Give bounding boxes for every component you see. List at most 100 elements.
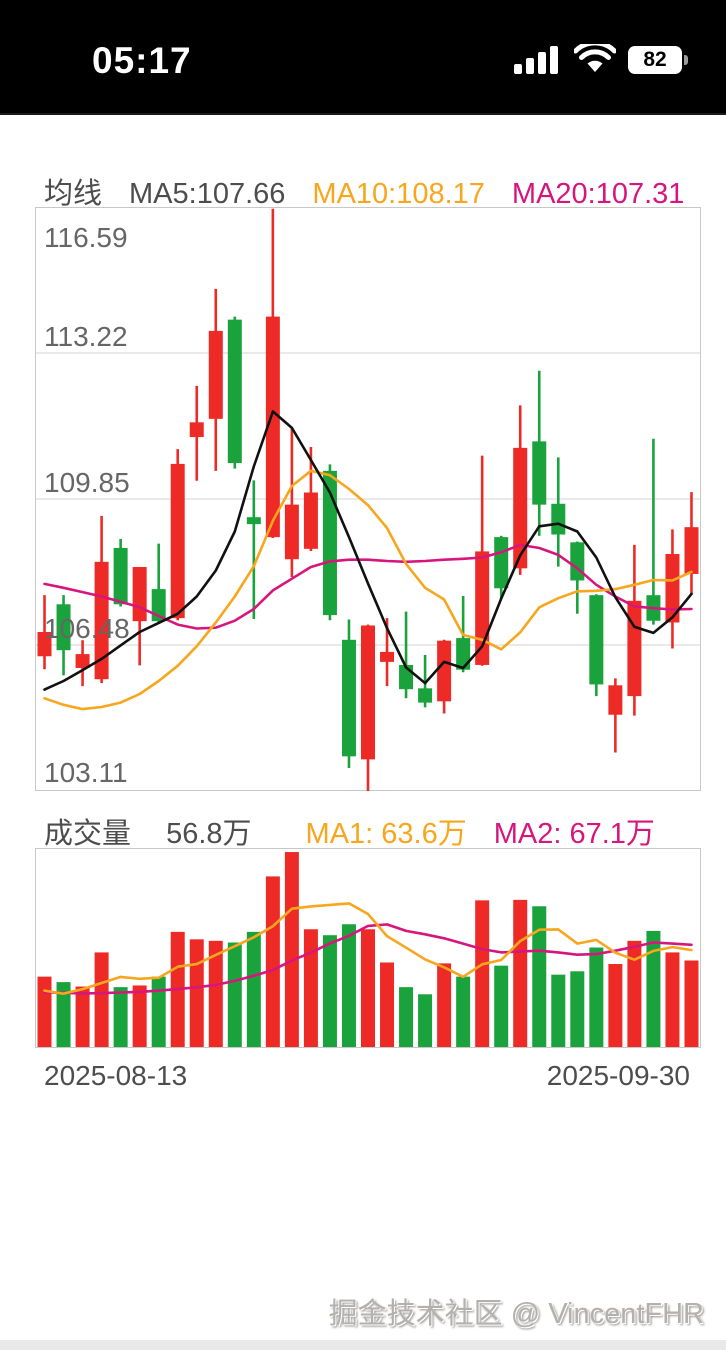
volume-bar — [303, 929, 318, 1047]
ma-legend-title: 均线 — [44, 178, 103, 210]
candlestick-chart[interactable]: 116.59 113.22 109.85 106.48 103.11 — [35, 207, 701, 792]
volume-ma2-line — [43, 923, 693, 995]
candle-body — [341, 639, 356, 757]
candle-body — [132, 567, 147, 622]
volume-bar — [151, 976, 166, 1047]
candle-body — [532, 441, 547, 505]
volume-bar — [265, 876, 280, 1047]
volume-bar — [646, 930, 661, 1047]
candle-body — [418, 688, 433, 703]
candlestick-svg: 116.59 113.22 109.85 106.48 103.11 — [35, 207, 701, 792]
candle-body — [665, 554, 680, 623]
volume-bar — [513, 899, 528, 1047]
candle-body — [208, 330, 223, 419]
volume-bar — [361, 929, 375, 1047]
volume-bar — [227, 942, 242, 1047]
volume-bar — [551, 974, 566, 1047]
volume-bar — [437, 963, 452, 1047]
candle-body — [75, 654, 90, 668]
ma10-value: MA10:108.17 — [312, 178, 485, 210]
volume-bar — [608, 963, 623, 1047]
volume-legend: 成交量 56.8万 MA1: 63.6万 MA2: 67.1万 — [44, 810, 682, 852]
volume-bar — [589, 947, 604, 1047]
volume-bar — [341, 924, 356, 1047]
candle-body — [170, 463, 185, 619]
volume-bar — [322, 935, 337, 1047]
candle-body — [113, 547, 128, 605]
volume-bar — [399, 987, 414, 1047]
volume-chart[interactable] — [35, 848, 701, 1048]
volume-bar — [113, 987, 128, 1047]
volume-bar — [532, 906, 547, 1047]
candle-body — [608, 685, 623, 715]
candle-body — [380, 651, 395, 662]
candle-body — [570, 542, 585, 581]
volume-bar — [684, 960, 699, 1047]
bottom-strip — [0, 1340, 726, 1350]
start-date-label: 2025-08-13 — [44, 1060, 188, 1091]
candle-body — [303, 492, 318, 549]
volume-bar — [627, 940, 642, 1047]
battery-icon: 82 — [628, 46, 688, 74]
wifi-icon — [574, 44, 616, 72]
volume-bar — [284, 852, 299, 1047]
volume-pane-border — [35, 848, 701, 1048]
status-clock: 05:17 — [92, 40, 192, 81]
volume-bar — [456, 976, 471, 1047]
ma-legend: 均线 MA5:107.66 MA10:108.17 MA20:107.31 — [44, 170, 711, 212]
candle-body — [361, 625, 375, 760]
volume-bar — [132, 985, 147, 1047]
candle-body — [246, 517, 261, 525]
candle-body — [627, 600, 642, 697]
volume-bar — [37, 976, 52, 1047]
candle-body — [494, 537, 509, 589]
candle-body — [227, 319, 242, 464]
volume-bar — [56, 982, 71, 1047]
volume-bar — [208, 940, 223, 1047]
volume-bar — [94, 952, 109, 1047]
volume-bar — [189, 939, 204, 1047]
battery-level: 82 — [643, 48, 667, 71]
candle-body — [189, 422, 204, 438]
volume-bar — [75, 986, 90, 1047]
candle-body — [513, 447, 528, 569]
candle-body — [322, 470, 337, 616]
candle-body — [284, 504, 299, 560]
candle-body — [437, 640, 452, 702]
ma20-value: MA20:107.31 — [511, 178, 685, 210]
watermark-text: 掘金技术社区 @ VincentFHR — [328, 1298, 704, 1330]
status-bar: 05:17 82 — [0, 0, 726, 115]
candle-body — [265, 316, 280, 538]
volume-legend-title: 成交量 56.8万 — [44, 818, 252, 850]
y-axis-label: 103.11 — [44, 757, 128, 788]
volume-bar — [246, 931, 261, 1047]
volume-bar — [418, 994, 433, 1047]
battery-nub — [684, 55, 688, 65]
volume-bar — [570, 971, 585, 1047]
vol-ma1-value: MA1: 63.6万 — [305, 818, 467, 850]
y-axis-label: 106.48 — [44, 613, 130, 644]
ma10-line — [43, 469, 693, 711]
volume-bar — [380, 962, 395, 1047]
candle-body — [37, 632, 52, 657]
ma5-line — [43, 410, 693, 691]
ma5-value: MA5:107.66 — [129, 178, 286, 210]
candle-body — [684, 527, 699, 574]
status-icons: 82 — [514, 44, 688, 76]
candle-body — [589, 595, 604, 685]
volume-bar — [494, 965, 509, 1047]
x-axis-labels: 2025-08-13 2025-09-30 — [44, 1060, 690, 1092]
candle-body — [94, 561, 109, 680]
volume-bar — [665, 952, 680, 1047]
y-axis-label: 116.59 — [44, 222, 128, 253]
ma20-line — [43, 543, 693, 630]
candle-body — [551, 503, 566, 535]
vol-ma2-value: MA2: 67.1万 — [493, 818, 655, 850]
volume-ma1-line — [43, 902, 693, 995]
y-axis-label: 109.85 — [44, 467, 130, 498]
end-date-label: 2025-09-30 — [546, 1060, 690, 1091]
candle-body — [456, 638, 471, 670]
volume-current-value: 56.8万 — [166, 818, 252, 850]
candle-body — [56, 604, 71, 651]
cellular-signal-icon — [514, 46, 558, 74]
